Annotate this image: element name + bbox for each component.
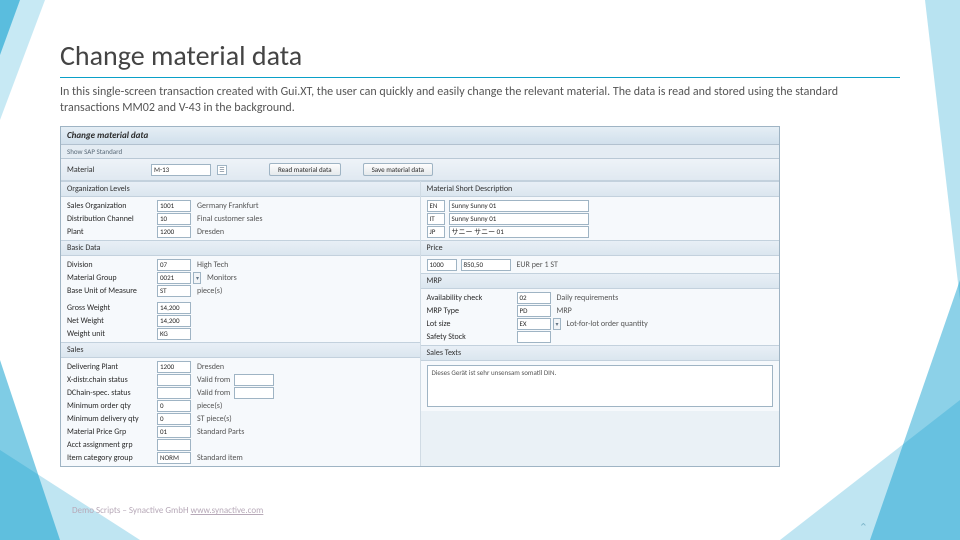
field-input[interactable]: 1200 <box>157 226 191 238</box>
field-input[interactable] <box>517 331 551 343</box>
field-label: Gross Weight <box>67 303 157 313</box>
field-input[interactable] <box>157 374 191 386</box>
field-label: Plant <box>67 227 157 237</box>
dropdown-icon[interactable]: ▾ <box>193 272 201 284</box>
material-bar: Material M-13 ☰ Read material data Save … <box>61 159 779 181</box>
field-desc: Standard Parts <box>197 427 244 437</box>
field-desc: Daily requirements <box>557 293 619 303</box>
field-desc: Final customer sales <box>197 214 263 224</box>
desc-header: Material Short Description <box>421 181 780 197</box>
field-label: Material Group <box>67 273 157 283</box>
search-help-icon[interactable]: ☰ <box>217 165 227 175</box>
field-desc: piece(s) <box>197 401 222 411</box>
field-label: Minimum order qty <box>67 401 157 411</box>
field-desc: Monitors <box>207 273 237 283</box>
field-input[interactable]: 1200 <box>157 361 191 373</box>
field-label: MRP Type <box>427 306 517 316</box>
field-input[interactable]: 01 <box>157 426 191 438</box>
field-desc: Dresden <box>197 227 224 237</box>
field-label: Delivering Plant <box>67 362 157 372</box>
field-input[interactable]: ST <box>157 285 191 297</box>
lang-code[interactable]: JP <box>427 226 445 238</box>
field-label: Material Price Grp <box>67 427 157 437</box>
field-label: Item category group <box>67 453 157 463</box>
field-desc: piece(s) <box>197 286 222 296</box>
toolbar-link[interactable]: Show SAP Standard <box>61 145 779 159</box>
salestext-box[interactable]: Dieses Gerät ist sehr unsensam somatil D… <box>427 365 774 407</box>
field-label: DChain-spec. status <box>67 388 157 398</box>
lang-code[interactable]: EN <box>427 200 445 212</box>
field-desc: Dresden <box>197 362 224 372</box>
field-label: Acct assignment grp <box>67 440 157 450</box>
field-input[interactable]: 07 <box>157 259 191 271</box>
field-input[interactable]: 0 <box>157 413 191 425</box>
field-input[interactable] <box>234 387 274 399</box>
field-desc: Standard item <box>197 453 243 463</box>
field-desc: Germany Frankfurt <box>197 201 259 211</box>
chevron-icon: ⌃ <box>859 521 868 534</box>
field-input[interactable]: 02 <box>517 292 551 304</box>
field-desc: ST piece(s) <box>197 414 232 424</box>
field-label: Weight unit <box>67 329 157 339</box>
slide-paragraph: In this single-screen transaction create… <box>60 84 840 116</box>
sales-header: Sales <box>61 342 420 358</box>
field-label: Distribution Channel <box>67 214 157 224</box>
desc-text[interactable]: サニー サニー 01 <box>449 226 589 238</box>
bg-triangle <box>925 0 960 300</box>
field-label: Division <box>67 260 157 270</box>
material-field[interactable]: M-13 <box>151 164 211 176</box>
field-input[interactable]: PD <box>517 305 551 317</box>
field-input[interactable]: NORM <box>157 452 191 464</box>
dropdown-icon[interactable]: ▾ <box>553 318 561 330</box>
salestext-header: Sales Texts <box>421 345 780 361</box>
field-input[interactable]: 1001 <box>157 200 191 212</box>
field-desc: MRP <box>557 306 572 316</box>
field-input[interactable] <box>157 387 191 399</box>
basic-header: Basic Data <box>61 240 420 256</box>
field-label: Sales Organization <box>67 201 157 211</box>
lang-code[interactable]: IT <box>427 213 445 225</box>
org-header: Organization Levels <box>61 181 420 197</box>
sap-screenshot: Change material data Show SAP Standard M… <box>60 126 780 467</box>
bg-triangle <box>0 0 20 55</box>
field-label: Base Unit of Measure <box>67 286 157 296</box>
price-header: Price <box>421 240 780 256</box>
slide-footer: Demo Scripts – Synactive GmbH www.synact… <box>72 505 263 516</box>
field-label: Lot size <box>427 319 517 329</box>
save-button[interactable]: Save material data <box>363 163 433 176</box>
field-input[interactable]: EX <box>517 318 551 330</box>
field-input[interactable] <box>234 374 274 386</box>
field-desc: Valid from <box>197 375 230 385</box>
field-input[interactable]: 14,200 <box>157 302 191 314</box>
field-input[interactable]: 0021 <box>157 272 191 284</box>
field-input[interactable]: 10 <box>157 213 191 225</box>
field-desc: High Tech <box>197 260 228 270</box>
field-desc: Valid from <box>197 388 230 398</box>
window-title: Change material data <box>61 127 779 145</box>
footer-link[interactable]: www.synactive.com <box>191 505 264 516</box>
field-label: X-distr.chain status <box>67 375 157 385</box>
desc-text[interactable]: Sunny Sunny 01 <box>449 200 589 212</box>
field-label: Safety Stock <box>427 332 517 342</box>
price-scale[interactable]: 1000 <box>427 259 457 271</box>
material-label: Material <box>67 165 145 175</box>
read-button[interactable]: Read material data <box>269 163 341 176</box>
field-input[interactable]: 14,200 <box>157 315 191 327</box>
slide-title: Change material data <box>60 38 900 78</box>
field-desc: Lot-for-lot order quantity <box>567 319 648 329</box>
field-label: Minimum delivery qty <box>67 414 157 424</box>
desc-text[interactable]: Sunny Sunny 01 <box>449 213 589 225</box>
price-unit: EUR per 1 ST <box>517 260 558 270</box>
field-input[interactable] <box>157 439 191 451</box>
field-label: Availability check <box>427 293 517 303</box>
mrp-header: MRP <box>421 273 780 289</box>
field-input[interactable]: 0 <box>157 400 191 412</box>
field-input[interactable]: KG <box>157 328 191 340</box>
price-value[interactable]: 850,50 <box>461 259 511 271</box>
field-label: Net Weight <box>67 316 157 326</box>
